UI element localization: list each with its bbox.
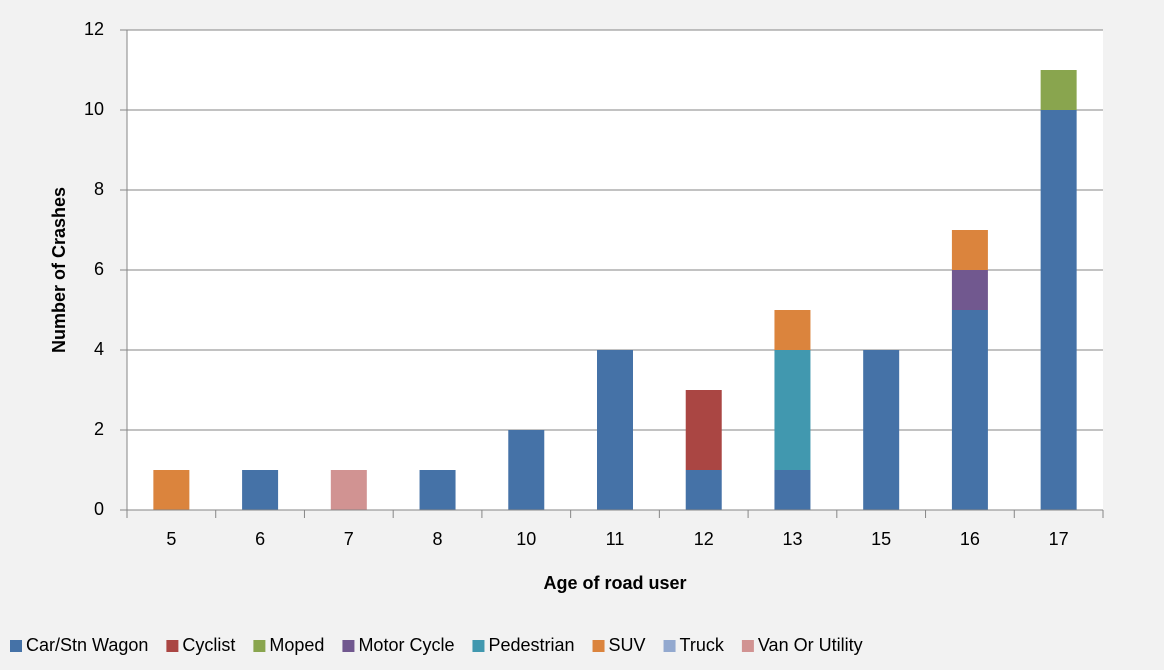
legend-swatch [592, 640, 605, 652]
bar-segment [153, 470, 190, 510]
legend-swatch [166, 640, 179, 652]
x-axis-title: Age of road user [543, 573, 686, 593]
bar-segment [951, 230, 988, 270]
legend-label: Pedestrian [488, 635, 574, 655]
y-tick-label: 6 [94, 259, 104, 279]
bar-segment [508, 430, 545, 510]
bar-segment [597, 350, 633, 510]
legend-swatch [10, 640, 22, 652]
y-tick-label: 0 [94, 499, 104, 519]
bar-segment [685, 470, 722, 510]
legend-label: Cyclist [182, 635, 235, 655]
legend-swatch [342, 640, 355, 652]
legend-swatch [741, 640, 754, 652]
y-tick-label: 8 [94, 179, 104, 199]
x-tick-label: 13 [782, 529, 802, 549]
x-tick-label: 10 [516, 529, 536, 549]
bar-segment [1040, 110, 1077, 510]
x-tick-label: 15 [871, 529, 891, 549]
x-tick-label: 5 [166, 529, 176, 549]
legend-swatch [472, 640, 485, 652]
y-tick-label: 10 [84, 99, 104, 119]
bar-segment [685, 390, 722, 470]
bar-segment [774, 470, 811, 510]
x-tick-label: 11 [606, 529, 625, 549]
bar-segment [330, 470, 367, 510]
x-tick-label: 6 [255, 529, 265, 549]
y-axis-title: Number of Crashes [49, 187, 69, 353]
legend-label: Van Or Utility [758, 635, 863, 655]
bar-segment [242, 470, 279, 510]
bar-segment [1040, 70, 1077, 110]
x-tick-label: 8 [433, 529, 443, 549]
x-tick-label: 16 [960, 529, 980, 549]
x-tick-label: 17 [1049, 529, 1069, 549]
legend-label: Motor Cycle [358, 635, 454, 655]
x-tick-label: 7 [344, 529, 354, 549]
legend-label: Moped [269, 635, 324, 655]
legend-label: SUV [609, 635, 646, 655]
legend-label: Car/Stn Wagon [26, 635, 148, 655]
bar-segment [419, 470, 456, 510]
bar-segment [863, 350, 900, 510]
legend-label: Truck [680, 635, 725, 655]
y-tick-label: 2 [94, 419, 104, 439]
legend-swatch [253, 640, 266, 652]
bar-segment [951, 270, 988, 310]
legend-swatch [663, 640, 676, 652]
bar-segment [774, 350, 811, 470]
y-tick-label: 12 [84, 19, 104, 39]
y-tick-label: 4 [94, 339, 104, 359]
x-tick-label: 12 [694, 529, 714, 549]
bar-segment [951, 310, 988, 510]
bar-segment [774, 310, 811, 350]
